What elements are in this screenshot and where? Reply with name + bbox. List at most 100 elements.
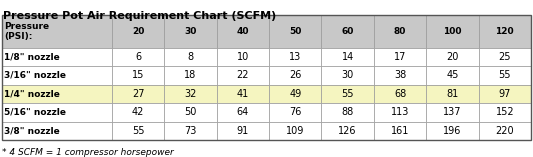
Text: 91: 91 bbox=[237, 126, 249, 136]
Text: 38: 38 bbox=[394, 70, 406, 80]
Bar bbox=[217, 15, 269, 48]
Bar bbox=[2, 48, 112, 66]
Bar bbox=[374, 103, 426, 122]
Text: 20: 20 bbox=[446, 52, 458, 62]
Bar bbox=[321, 15, 374, 48]
Bar bbox=[164, 15, 217, 48]
Text: 50: 50 bbox=[184, 107, 197, 117]
Text: 20: 20 bbox=[132, 27, 144, 36]
Bar bbox=[2, 15, 112, 48]
Text: 8: 8 bbox=[188, 52, 193, 62]
Text: 152: 152 bbox=[496, 107, 514, 117]
Text: 76: 76 bbox=[289, 107, 302, 117]
Text: 55: 55 bbox=[132, 126, 144, 136]
Bar bbox=[479, 48, 531, 66]
Bar bbox=[112, 48, 164, 66]
Bar bbox=[269, 122, 321, 140]
Bar bbox=[374, 48, 426, 66]
Text: 161: 161 bbox=[391, 126, 409, 136]
Text: 109: 109 bbox=[286, 126, 304, 136]
Bar bbox=[217, 103, 269, 122]
Text: 55: 55 bbox=[342, 89, 354, 99]
Text: 10: 10 bbox=[237, 52, 249, 62]
Bar bbox=[426, 122, 479, 140]
Bar bbox=[479, 84, 531, 103]
Text: 55: 55 bbox=[498, 70, 511, 80]
Text: 32: 32 bbox=[184, 89, 197, 99]
Bar bbox=[112, 103, 164, 122]
Bar bbox=[217, 84, 269, 103]
Text: 196: 196 bbox=[443, 126, 462, 136]
Text: 41: 41 bbox=[237, 89, 249, 99]
Bar bbox=[321, 84, 374, 103]
Text: 30: 30 bbox=[184, 27, 197, 36]
Text: 1/4" nozzle: 1/4" nozzle bbox=[4, 89, 60, 98]
Text: 49: 49 bbox=[289, 89, 302, 99]
Bar bbox=[2, 66, 112, 84]
Bar bbox=[2, 103, 112, 122]
Bar bbox=[321, 122, 374, 140]
Text: 113: 113 bbox=[391, 107, 409, 117]
Bar bbox=[164, 66, 217, 84]
Text: 17: 17 bbox=[394, 52, 406, 62]
Bar bbox=[269, 48, 321, 66]
Bar bbox=[479, 103, 531, 122]
Text: 18: 18 bbox=[184, 70, 197, 80]
Bar bbox=[217, 66, 269, 84]
Bar bbox=[321, 66, 374, 84]
Text: 5/16" nozzle: 5/16" nozzle bbox=[4, 108, 66, 117]
Text: 1/8" nozzle: 1/8" nozzle bbox=[4, 52, 60, 61]
Text: 100: 100 bbox=[443, 27, 462, 36]
Text: 73: 73 bbox=[184, 126, 197, 136]
Text: 137: 137 bbox=[443, 107, 462, 117]
Bar bbox=[2, 122, 112, 140]
Text: 40: 40 bbox=[237, 27, 249, 36]
Bar bbox=[269, 103, 321, 122]
Bar bbox=[2, 15, 531, 140]
Bar bbox=[426, 48, 479, 66]
Bar bbox=[164, 122, 217, 140]
Text: 220: 220 bbox=[496, 126, 514, 136]
Bar bbox=[164, 103, 217, 122]
Text: 45: 45 bbox=[446, 70, 458, 80]
Bar bbox=[374, 66, 426, 84]
Bar bbox=[374, 84, 426, 103]
Bar bbox=[2, 84, 112, 103]
Text: 30: 30 bbox=[342, 70, 354, 80]
Bar bbox=[426, 103, 479, 122]
Text: 64: 64 bbox=[237, 107, 249, 117]
Bar bbox=[112, 15, 164, 48]
Bar bbox=[426, 84, 479, 103]
Bar bbox=[321, 103, 374, 122]
Text: Pressure
(PSI):: Pressure (PSI): bbox=[4, 22, 49, 41]
Text: 14: 14 bbox=[342, 52, 354, 62]
Bar bbox=[479, 15, 531, 48]
Bar bbox=[164, 84, 217, 103]
Text: Pressure Pot Air Requirement Chart (SCFM): Pressure Pot Air Requirement Chart (SCFM… bbox=[3, 11, 276, 21]
Text: 3/8" nozzle: 3/8" nozzle bbox=[4, 126, 60, 135]
Bar bbox=[426, 15, 479, 48]
Text: 120: 120 bbox=[496, 27, 514, 36]
Text: 27: 27 bbox=[132, 89, 144, 99]
Text: 22: 22 bbox=[237, 70, 249, 80]
Text: * 4 SCFM = 1 compressor horsepower: * 4 SCFM = 1 compressor horsepower bbox=[2, 148, 174, 157]
Bar bbox=[479, 66, 531, 84]
Bar bbox=[269, 84, 321, 103]
Text: 50: 50 bbox=[289, 27, 302, 36]
Text: 60: 60 bbox=[342, 27, 354, 36]
Bar bbox=[374, 15, 426, 48]
Bar bbox=[217, 122, 269, 140]
Text: 13: 13 bbox=[289, 52, 302, 62]
Bar bbox=[374, 122, 426, 140]
Text: 68: 68 bbox=[394, 89, 406, 99]
Text: 26: 26 bbox=[289, 70, 302, 80]
Text: 42: 42 bbox=[132, 107, 144, 117]
Text: 6: 6 bbox=[135, 52, 141, 62]
Bar bbox=[112, 122, 164, 140]
Text: 15: 15 bbox=[132, 70, 144, 80]
Bar bbox=[321, 48, 374, 66]
Bar bbox=[479, 122, 531, 140]
Text: 3/16" nozzle: 3/16" nozzle bbox=[4, 71, 66, 80]
Bar bbox=[112, 66, 164, 84]
Bar bbox=[112, 84, 164, 103]
